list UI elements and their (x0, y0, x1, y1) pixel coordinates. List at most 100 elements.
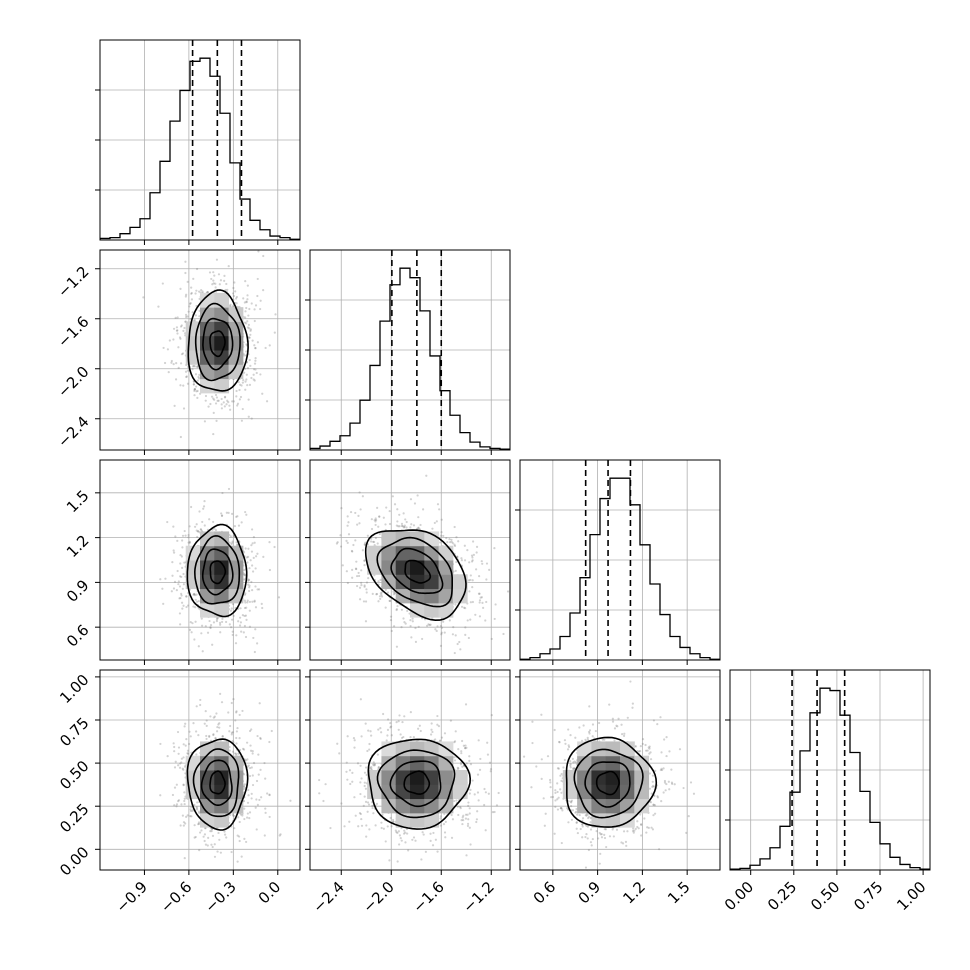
scatter-point (248, 327, 251, 330)
scatter-point (220, 397, 223, 401)
scatter-point (180, 353, 184, 356)
scatter-point (357, 825, 360, 828)
scatter-point (224, 395, 227, 398)
scatter-point (256, 277, 259, 281)
scatter-point (238, 398, 241, 401)
scatter-point (348, 820, 351, 823)
scatter-point (181, 587, 184, 590)
scatter-point (419, 523, 422, 527)
scatter-point (250, 580, 253, 584)
scatter-point (179, 623, 182, 626)
scatter-point (247, 583, 250, 586)
scatter-point (259, 307, 262, 311)
scatter-point (242, 784, 246, 787)
scatter-point (378, 595, 382, 598)
scatter-point (191, 368, 194, 371)
scatter-point (228, 749, 231, 752)
scatter-point (231, 602, 235, 606)
scatter-point (241, 381, 244, 384)
scatter-point (246, 758, 249, 761)
scatter-point (475, 820, 478, 824)
scatter-point (254, 346, 257, 350)
scatter-point (247, 579, 250, 582)
panel-grid (520, 460, 720, 660)
scatter-point (178, 585, 182, 588)
scatter-point (197, 821, 201, 824)
scatter-point (235, 730, 238, 733)
scatter-point (474, 613, 477, 616)
scatter-point (179, 596, 182, 600)
scatter-point (186, 280, 189, 283)
scatter-point (244, 592, 247, 595)
scatter-point (199, 703, 202, 707)
scatter-point (159, 578, 162, 581)
scatter-point (340, 802, 343, 805)
scatter-point (259, 736, 262, 740)
scatter-point (389, 615, 393, 618)
scatter-point (242, 297, 245, 300)
contour-line (376, 536, 453, 608)
scatter-point (187, 533, 190, 537)
scatter-point (391, 818, 395, 822)
scatter-point (346, 778, 349, 781)
scatter-point (231, 630, 234, 633)
scatter-point (380, 821, 383, 824)
scatter-point (439, 815, 442, 818)
density-cell (438, 755, 454, 771)
scatter-point (174, 378, 178, 381)
scatter-point (366, 801, 370, 804)
scatter-point (227, 401, 230, 404)
scatter-point (228, 404, 231, 407)
scatter-point (183, 561, 186, 564)
scatter-point (450, 813, 453, 817)
scatter-point (230, 626, 233, 629)
scatter-point (246, 601, 249, 604)
scatter-point (417, 727, 420, 730)
scatter-point (465, 746, 468, 749)
scatter-point (243, 599, 246, 602)
scatter-point (175, 805, 178, 808)
scatter-point (246, 320, 249, 323)
scatter-point (247, 323, 250, 326)
scatter-point (220, 620, 224, 624)
scatter-point (231, 618, 234, 621)
scatter-point (487, 792, 490, 795)
scatter-point (249, 329, 252, 332)
scatter-point (223, 396, 227, 399)
scatter-point (244, 310, 247, 313)
scatter-point (467, 818, 470, 821)
scatter-point (203, 833, 207, 836)
scatter-point (253, 541, 256, 544)
scatter-point (377, 600, 380, 603)
scatter-point (368, 766, 372, 769)
scatter-point (375, 592, 379, 596)
scatter-point (336, 742, 339, 745)
scatter-point (484, 829, 487, 832)
density-cell (438, 770, 454, 785)
scatter-point (172, 742, 175, 745)
scatter-point (456, 805, 459, 808)
scatter-point (216, 399, 219, 402)
scatter-point (258, 702, 261, 705)
scatter-point (479, 596, 482, 599)
scatter-point (219, 631, 222, 634)
scatter-point (209, 626, 212, 630)
scatter-point (161, 587, 164, 590)
scatter-point (493, 617, 496, 621)
scatter-point (339, 534, 342, 537)
scatter-point (364, 766, 368, 769)
scatter-point (247, 398, 250, 401)
scatter-point (414, 839, 417, 842)
scatter-point (215, 618, 219, 621)
scatter-point (254, 806, 257, 809)
scatter-point (180, 761, 183, 764)
density-cell (214, 755, 230, 771)
scatter-point (450, 836, 454, 839)
scatter-point (198, 811, 201, 815)
scatter-point (177, 583, 180, 586)
scatter-point (249, 766, 252, 770)
scatter-point (182, 329, 185, 332)
scatter-point (478, 768, 482, 771)
scatter-point (195, 289, 198, 292)
scatter-point (469, 788, 472, 791)
